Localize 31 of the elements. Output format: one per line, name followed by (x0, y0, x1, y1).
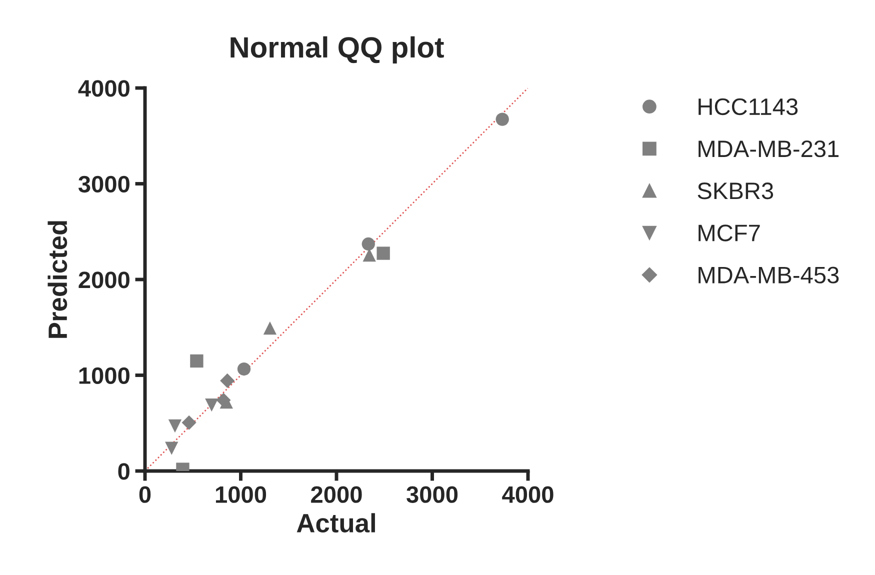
x-tick-label: 4000 (502, 486, 554, 503)
legend-label: MCF7 (698, 224, 760, 242)
legend-label: SKBR3 (698, 182, 774, 200)
x-tick-label: 2000 (311, 486, 362, 503)
legend-label: MDA-MB-453 (698, 266, 839, 284)
x-tick-label: 1000 (216, 486, 266, 503)
point (376, 246, 390, 260)
point (216, 392, 231, 408)
x-tick-label: 0 (139, 486, 151, 503)
point (362, 237, 375, 251)
y-axis-title: Predicted (48, 221, 68, 338)
point (237, 362, 251, 376)
point (220, 373, 235, 388)
y-tick-label: 4000 (78, 80, 130, 97)
chart-title: Normal QQ plot (230, 36, 444, 64)
x-tick-label: 3000 (406, 486, 458, 503)
y-tick-label: 3000 (78, 176, 130, 193)
legend-label: HCC1143 (698, 98, 798, 116)
point (165, 442, 178, 455)
point (205, 398, 218, 412)
y-tick-label: 1000 (79, 367, 130, 384)
legend-label: MDA-MB-231 (698, 140, 839, 158)
point (168, 419, 182, 433)
point (190, 354, 204, 368)
point (182, 415, 196, 430)
point (362, 248, 376, 262)
point (496, 112, 509, 126)
y-tick-label: 2000 (78, 272, 130, 288)
point (263, 321, 277, 335)
y-tick-label: 0 (118, 463, 130, 480)
x-axis-title: Actual (296, 513, 375, 533)
